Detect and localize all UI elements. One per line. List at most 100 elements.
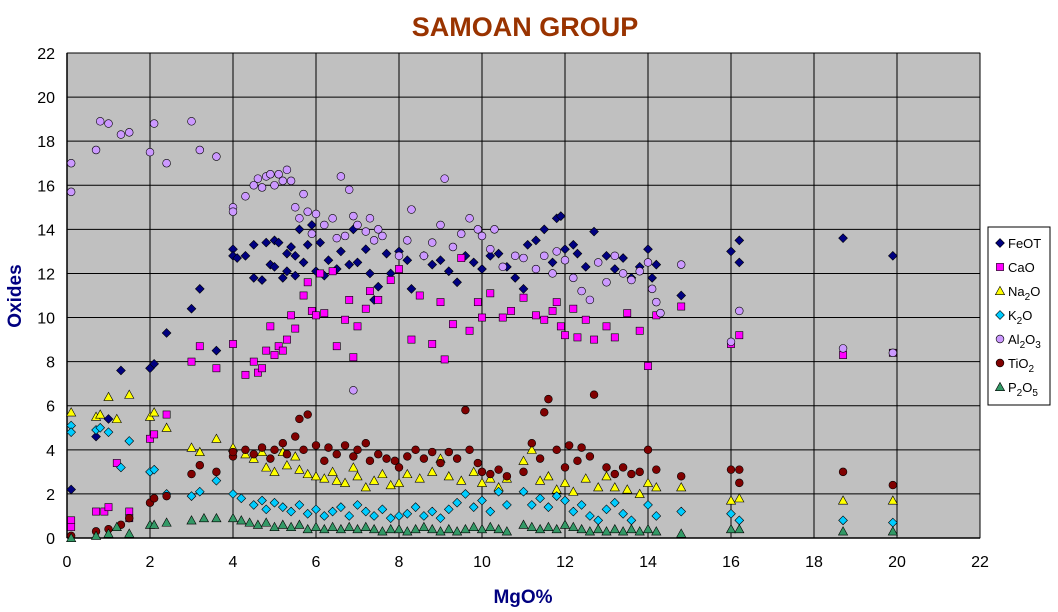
- al2o3-point: [440, 174, 449, 183]
- al2o3-point: [270, 181, 279, 190]
- y-tick-label: 22: [37, 46, 55, 63]
- tio2-point: [652, 465, 661, 474]
- al2o3-point: [299, 189, 308, 199]
- feot-point: [66, 484, 76, 495]
- legend-label-subscript: 2: [1020, 340, 1026, 351]
- na2o-point: [111, 413, 122, 423]
- feot-point: [643, 244, 653, 255]
- tio2-point: [602, 463, 611, 472]
- p2o5-point: [427, 523, 438, 534]
- al2o3-point: [187, 117, 196, 126]
- feot-point: [547, 257, 558, 268]
- p2o5-point: [360, 521, 371, 531]
- tio2-point: [241, 445, 250, 455]
- cao-point: [415, 291, 424, 300]
- feot-point: [539, 224, 550, 235]
- k2o-point: [518, 486, 529, 497]
- feot-point: [493, 248, 504, 259]
- k2o-point: [568, 506, 579, 517]
- p2o5-point: [837, 526, 849, 536]
- legend-label-text: K: [1008, 308, 1017, 323]
- tio2-point: [299, 445, 308, 455]
- k2o-point: [601, 504, 612, 515]
- cao-point: [291, 324, 300, 333]
- cao-point: [112, 459, 121, 467]
- feot-point: [647, 273, 657, 283]
- al2o3-point: [345, 185, 354, 194]
- p2o5-point: [66, 532, 77, 542]
- legend-marker-cao: [996, 263, 1004, 271]
- cao-point: [162, 410, 171, 419]
- na2o-point: [368, 475, 380, 485]
- tio2-point: [278, 439, 287, 448]
- al2o3-point: [407, 205, 416, 214]
- tio2-point: [502, 472, 512, 481]
- al2o3-point: [349, 386, 358, 395]
- al2o3-point: [349, 211, 358, 221]
- p2o5-point: [642, 523, 654, 534]
- tio2-point: [187, 469, 196, 479]
- al2o3-point: [311, 209, 321, 219]
- feot-point: [261, 237, 272, 248]
- al2o3-point: [610, 251, 619, 261]
- tio2-point: [494, 465, 503, 474]
- na2o-point: [186, 442, 197, 452]
- feot-point: [522, 239, 533, 250]
- feot-point: [435, 255, 446, 266]
- cao-point: [532, 311, 540, 320]
- cao-point: [366, 287, 374, 295]
- feot-point: [360, 244, 371, 255]
- feot-point: [323, 255, 334, 266]
- k2o-point: [838, 515, 848, 526]
- legend-marker-k2o: [995, 310, 1005, 320]
- tio2-point: [212, 467, 221, 477]
- al2o3-point: [195, 145, 205, 155]
- al2o3-point: [125, 128, 134, 137]
- p2o5-point: [368, 523, 380, 534]
- feot-point: [257, 275, 267, 285]
- na2o-point: [651, 482, 662, 492]
- y-tick-label: 12: [37, 266, 55, 283]
- al2o3-point: [540, 251, 549, 261]
- k2o-point: [228, 489, 238, 499]
- feot-point: [269, 235, 280, 246]
- k2o-point: [66, 427, 76, 438]
- feot-point: [302, 239, 313, 250]
- k2o-point: [344, 511, 355, 521]
- al2o3-point: [295, 214, 304, 223]
- feot-point: [269, 262, 280, 272]
- x-tick-label: 10: [473, 554, 491, 571]
- k2o-point: [651, 511, 662, 521]
- al2o3-point: [149, 119, 159, 128]
- feot-point: [402, 255, 413, 266]
- tio2-point: [332, 450, 341, 459]
- k2o-point: [124, 436, 135, 446]
- cao-point: [212, 364, 221, 373]
- k2o-point: [311, 504, 321, 515]
- al2o3-point: [569, 273, 578, 283]
- k2o-point: [477, 495, 487, 506]
- k2o-point: [319, 511, 330, 521]
- p2o5-point: [285, 521, 297, 531]
- legend-label-text: O: [1022, 308, 1032, 323]
- k2o-point: [726, 508, 736, 519]
- al2o3-point: [278, 176, 287, 186]
- na2o-point: [348, 462, 359, 472]
- legend-marker-na2o: [994, 285, 1006, 295]
- al2o3-point: [212, 152, 221, 161]
- x-tick-label: 8: [395, 554, 404, 571]
- cao-point: [262, 346, 271, 355]
- feot-point: [248, 239, 259, 250]
- na2o-point: [211, 433, 222, 443]
- p2o5-point: [543, 521, 554, 531]
- al2o3-point: [838, 344, 848, 353]
- na2o-point: [331, 475, 342, 485]
- al2o3-point: [91, 145, 101, 155]
- tio2-point: [403, 452, 412, 461]
- series-feot: [66, 211, 898, 495]
- feot-point: [477, 264, 487, 274]
- cao-point: [150, 430, 159, 439]
- y-tick-label: 20: [37, 90, 55, 107]
- tio2-point: [560, 463, 570, 472]
- na2o-point: [402, 468, 413, 479]
